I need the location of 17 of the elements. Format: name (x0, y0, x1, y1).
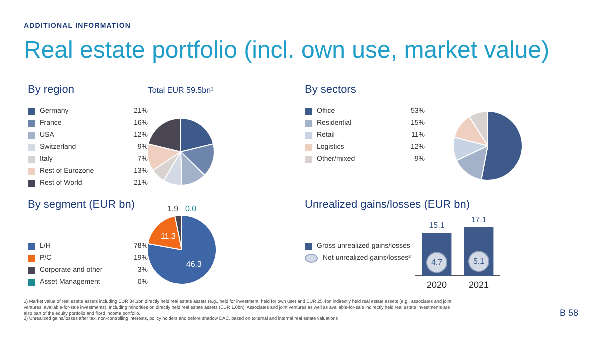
data-label: 1.9 (167, 204, 180, 214)
chart-title: By segment (EUR bn) (28, 199, 135, 211)
data-label: 15.1 (429, 221, 446, 230)
x-tick-label: 2020 (426, 280, 448, 290)
data-label: 46.3 (186, 260, 203, 269)
x-tick-label: 2021 (468, 280, 490, 290)
data-label: 4.7 (431, 258, 444, 267)
chart-title: Unrealized gains/losses (EUR bn) (305, 199, 470, 211)
text: B 58 (560, 308, 579, 318)
chart-title: By region (28, 84, 74, 96)
data-label: 5.1 (473, 256, 486, 266)
chart-subtitle: Total EUR 59.5bn¹ (147, 86, 215, 95)
data-label: 17.1 (471, 215, 488, 224)
data-label: 11.3 (160, 232, 176, 241)
text: Real estate portfolio (incl. own use, market value) (24, 37, 550, 65)
chart-title: By sectors (305, 84, 356, 96)
text: 0.0 (185, 204, 197, 214)
